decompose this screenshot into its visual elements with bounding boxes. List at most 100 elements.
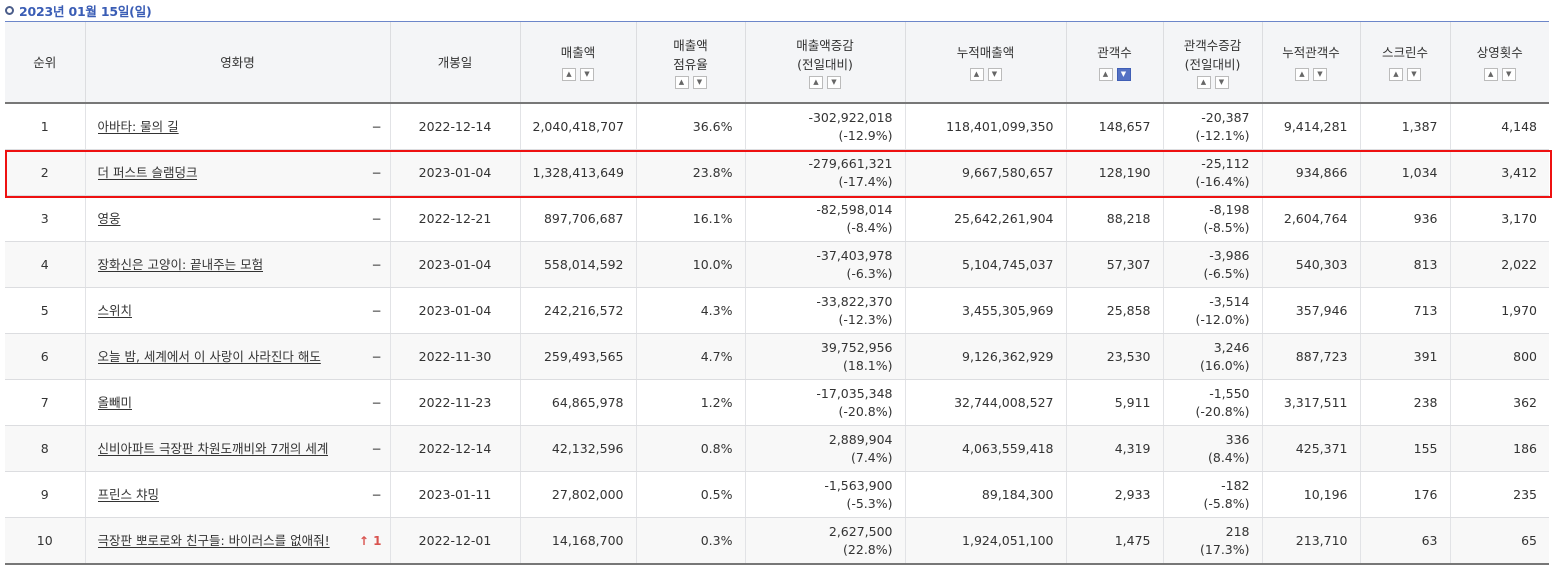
share-cell: 4.7% [635, 333, 745, 380]
audience-change-value: 218 [1225, 523, 1250, 539]
sales-change-value: -1,563,900 [824, 477, 893, 493]
sort-desc-icon[interactable]: ▼ [580, 68, 594, 81]
audience-change-value: -3,986 [1209, 247, 1250, 263]
sort-desc-icon[interactable]: ▼ [1313, 68, 1327, 81]
date-caption-text: 2023년 01월 15일(일) [19, 3, 152, 19]
screens-cell: 713 [1359, 287, 1450, 334]
title-cell: 극장판 뽀로로와 친구들: 바이러스를 없애줘! ↑ 1 [84, 517, 390, 565]
sort-asc-icon[interactable]: ▲ [809, 75, 823, 89]
sales-change-pct: (7.4%) [850, 449, 893, 465]
sort-desc-icon[interactable]: ▼ [1214, 75, 1229, 89]
audience-change-value: -25,112 [1201, 155, 1250, 171]
movie-title-link[interactable]: 프린스 챠밍 [97, 486, 159, 502]
rank-change-indicator: − [371, 349, 382, 364]
header-cum-sales: 누적매출액 ▲ ▼ [904, 22, 1066, 104]
header-title: 영화명 [84, 22, 390, 104]
header-shows: 상영횟수 ▲ ▼ [1449, 22, 1549, 104]
title-cell: 올빼미 − [84, 379, 390, 426]
sales-change-cell: -1,563,900 (-5.3%) [744, 471, 905, 518]
table-row: 1 아바타: 물의 길 −2022-12-14 2,040,418,707 36.6% -… [5, 103, 1549, 150]
rank-change-indicator: − [371, 395, 382, 410]
table-row: 5 스위치 −2023-01-04 242,216,572 4.3% -33,822,37… [5, 287, 1549, 334]
movie-title-link[interactable]: 더 퍼스트 슬램덩크 [97, 164, 198, 180]
table-header-row: 순위 영화명 개봉일 매출액 ▲ ▼ 매출액 점유율 ▲ ▼ 매출액증감 (전일대비… [5, 22, 1549, 104]
open-date-cell: 2023-01-04 [389, 287, 520, 334]
cum-sales-cell: 9,126,362,929 [904, 333, 1066, 380]
rank-cell: 6 [5, 333, 85, 380]
sales-cell: 27,802,000 [519, 471, 636, 518]
open-date-cell: 2022-11-30 [389, 333, 520, 380]
sales-change-pct: (-6.3%) [846, 265, 893, 281]
screens-cell: 238 [1359, 379, 1450, 426]
table-row: 6 오늘 밤, 세계에서 이 사랑이 사라진다 해도 −2022-11-30 259,… [5, 333, 1549, 380]
sales-change-value: -33,822,370 [816, 293, 893, 309]
sort-desc-icon[interactable]: ▼ [827, 75, 841, 89]
sort-desc-icon[interactable]: ▼ [692, 75, 707, 89]
header-audience: 관객수 ▲ ▼ [1065, 22, 1163, 104]
audience-change-cell: -25,112 (-16.4%) [1162, 149, 1262, 196]
sales-change-cell: 39,752,956 (18.1%) [744, 333, 905, 380]
cum-audience-cell: 9,414,281 [1261, 103, 1360, 150]
movie-title-link[interactable]: 영웅 [97, 210, 121, 226]
circle-bullet-icon [5, 5, 14, 15]
sales-cell: 558,014,592 [519, 241, 636, 288]
movie-title-link[interactable]: 극장판 뽀로로와 친구들: 바이러스를 없애줘! [97, 532, 330, 548]
audience-change-cell: -8,198 (-8.5%) [1162, 195, 1262, 242]
audience-change-pct: (8.4%) [1207, 449, 1250, 465]
movie-title-link[interactable]: 신비아파트 극장판 차원도깨비와 7개의 세계 [97, 440, 329, 456]
title-cell: 더 퍼스트 슬램덩크 − [84, 149, 390, 196]
sales-change-value: -82,598,014 [816, 201, 893, 217]
sales-change-value: -279,661,321 [808, 155, 893, 171]
share-cell: 10.0% [635, 241, 745, 288]
sort-asc-icon[interactable]: ▲ [1389, 68, 1403, 81]
sort-desc-active-icon[interactable]: ▼ [1116, 68, 1131, 81]
cum-audience-cell: 887,723 [1261, 333, 1360, 380]
sort-asc-icon[interactable]: ▲ [562, 68, 576, 81]
sort-asc-icon[interactable]: ▲ [1295, 68, 1309, 81]
table-row: 10 극장판 뽀로로와 친구들: 바이러스를 없애줘! ↑ 1 2022-12-01 1… [5, 517, 1549, 565]
sort-desc-icon[interactable]: ▼ [987, 68, 1002, 81]
header-cum-audience: 누적관객수 ▲ ▼ [1261, 22, 1360, 104]
audience-change-value: -3,514 [1209, 293, 1250, 309]
header-screens: 스크린수 ▲ ▼ [1359, 22, 1450, 104]
sort-asc-icon[interactable]: ▲ [674, 75, 689, 89]
shows-cell: 362 [1449, 379, 1549, 426]
audience-change-pct: (-6.5%) [1203, 265, 1250, 281]
table-row: 4 장화신은 고양이: 끝내주는 모험 −2023-01-04 558,014,592… [5, 241, 1549, 288]
sort-asc-icon[interactable]: ▲ [1098, 68, 1113, 81]
sort-asc-icon[interactable]: ▲ [1483, 68, 1498, 81]
open-date-cell: 2022-12-14 [389, 103, 520, 150]
rank-cell: 2 [5, 149, 85, 196]
audience-change-cell: 3,246 (16.0%) [1162, 333, 1262, 380]
rank-cell: 9 [5, 471, 85, 518]
open-date-cell: 2023-01-11 [389, 471, 520, 518]
audience-cell: 23,530 [1065, 333, 1163, 380]
movie-title-link[interactable]: 아바타: 물의 길 [97, 118, 179, 134]
shows-cell: 4,148 [1449, 103, 1549, 150]
sort-desc-icon[interactable]: ▼ [1407, 68, 1421, 81]
share-cell: 23.8% [635, 149, 745, 196]
sort-asc-icon[interactable]: ▲ [969, 68, 984, 81]
sort-desc-icon[interactable]: ▼ [1501, 68, 1516, 81]
movie-title-link[interactable]: 오늘 밤, 세계에서 이 사랑이 사라진다 해도 [97, 348, 321, 364]
movie-title-link[interactable]: 스위치 [97, 302, 133, 318]
movie-title-link[interactable]: 장화신은 고양이: 끝내주는 모험 [97, 256, 264, 272]
sales-cell: 64,865,978 [519, 379, 636, 426]
sales-change-pct: (18.1%) [843, 357, 893, 373]
cum-audience-cell: 10,196 [1261, 471, 1360, 518]
cum-sales-cell: 5,104,745,037 [904, 241, 1066, 288]
share-cell: 16.1% [635, 195, 745, 242]
header-audience-change: 관객수증감 (전일대비) ▲ ▼ [1162, 22, 1262, 104]
shows-cell: 1,970 [1449, 287, 1549, 334]
title-cell: 영웅 − [84, 195, 390, 242]
rank-cell: 7 [5, 379, 85, 426]
sort-asc-icon[interactable]: ▲ [1196, 75, 1211, 89]
audience-change-cell: 336 (8.4%) [1162, 425, 1262, 472]
open-date-cell: 2022-12-21 [389, 195, 520, 242]
sales-change-cell: -302,922,018 (-12.9%) [744, 103, 905, 150]
open-date-cell: 2022-12-01 [389, 517, 520, 565]
cum-audience-cell: 425,371 [1261, 425, 1360, 472]
movie-title-link[interactable]: 올빼미 [97, 394, 133, 410]
sales-change-pct: (-5.3%) [846, 495, 893, 511]
screens-cell: 936 [1359, 195, 1450, 242]
